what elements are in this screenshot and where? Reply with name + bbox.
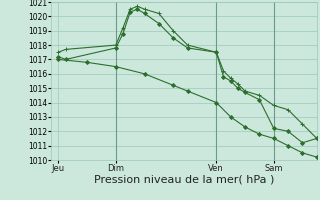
X-axis label: Pression niveau de la mer( hPa ): Pression niveau de la mer( hPa ) xyxy=(94,175,274,185)
